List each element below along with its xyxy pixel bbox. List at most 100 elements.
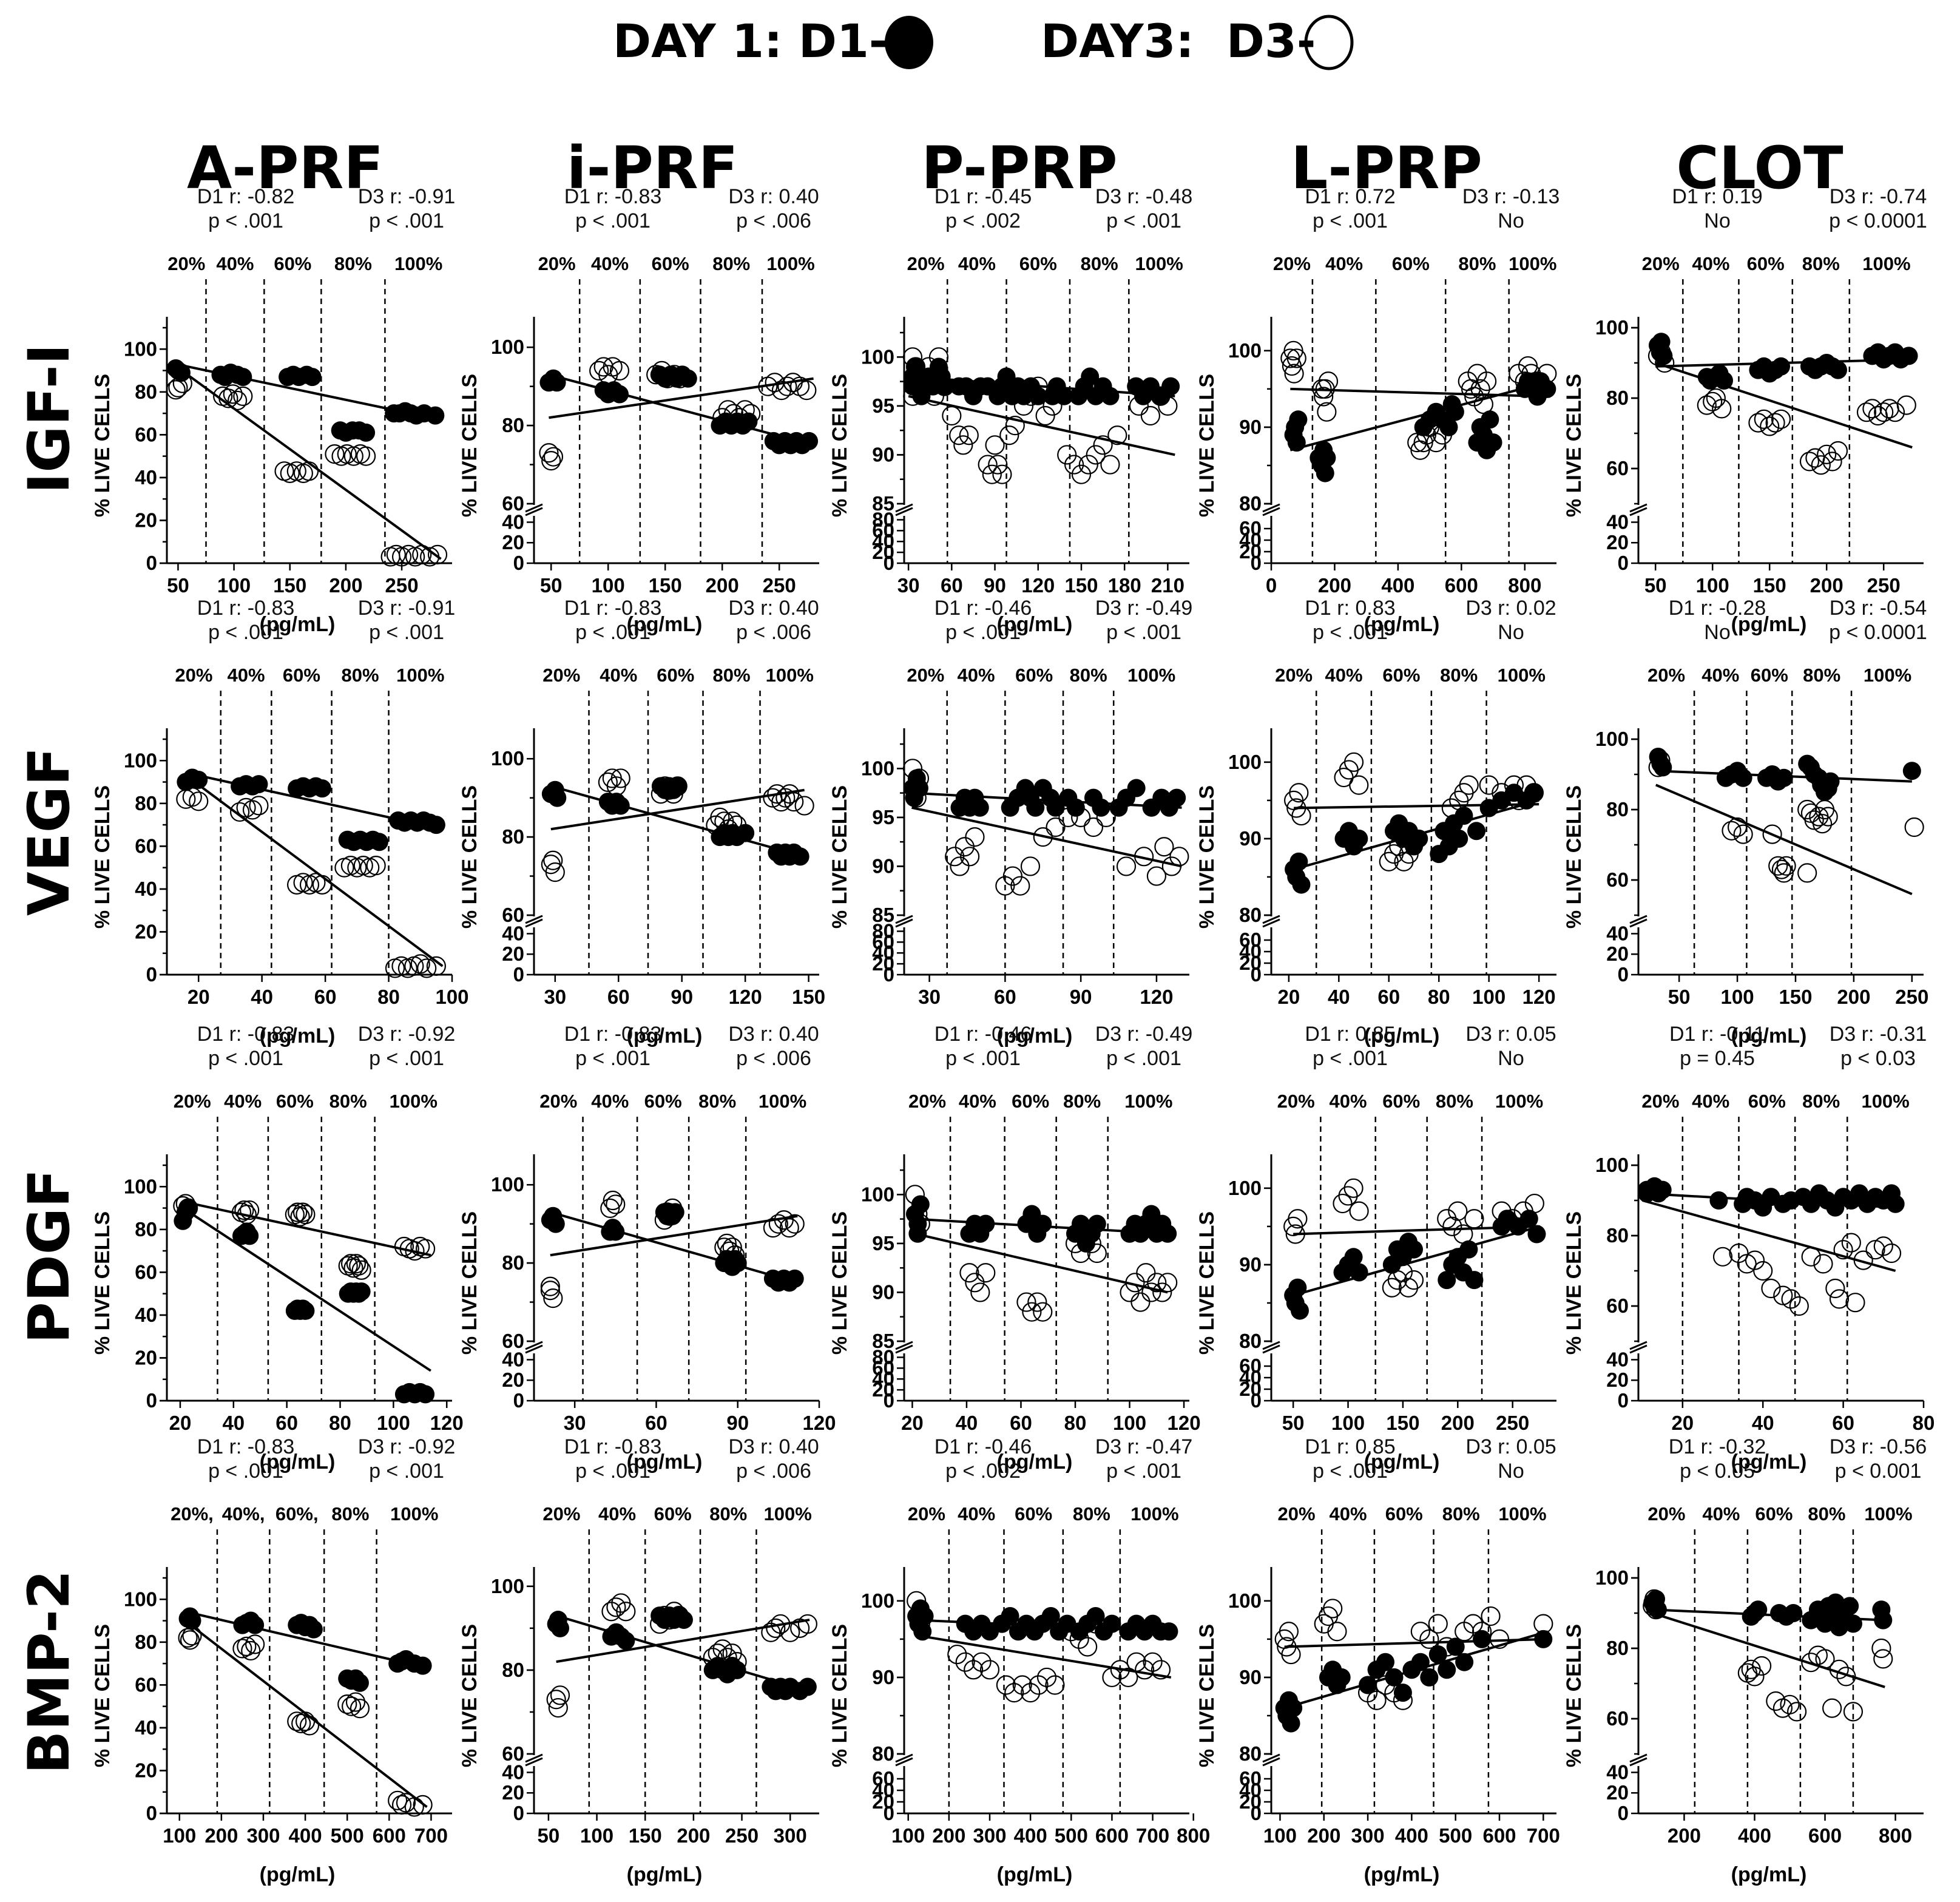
y-tick-label: 100 xyxy=(1228,1177,1262,1199)
x-tick-label: 200 xyxy=(329,574,362,597)
point-d3 xyxy=(180,1630,200,1650)
point-d3 xyxy=(404,1797,424,1817)
stat-d1-p: No xyxy=(1704,621,1730,644)
point-d1 xyxy=(1289,852,1308,871)
point-d1 xyxy=(1821,772,1840,791)
point-d3 xyxy=(291,1713,311,1733)
point-d1 xyxy=(1902,762,1921,780)
point-d3 xyxy=(1318,371,1339,391)
bin-label: 60% xyxy=(1385,1503,1423,1525)
x-tick-label: 600 xyxy=(1482,1824,1516,1847)
y-tick-label: 40 xyxy=(135,1304,157,1326)
x-tick-label: 700 xyxy=(1136,1824,1169,1847)
point-d3 xyxy=(405,1240,425,1261)
point-d1 xyxy=(350,1673,369,1692)
y-tick-label: 40 xyxy=(135,466,157,489)
stat-d1-r: D1 r: -0.83 xyxy=(197,1023,295,1046)
point-d3 xyxy=(985,435,1005,455)
point-d1 xyxy=(1438,1660,1456,1679)
stat-d1-p: p < .001 xyxy=(575,1047,651,1070)
x-axis-label: (pg/mL) xyxy=(260,1024,336,1047)
point-d1 xyxy=(1450,829,1468,848)
point-d3 xyxy=(950,856,970,876)
point-d1 xyxy=(357,423,376,442)
point-d1 xyxy=(1709,1191,1728,1210)
point-d1 xyxy=(1899,347,1918,365)
y-tick-label-lower: 0 xyxy=(1251,1389,1262,1412)
bin-label: 40% xyxy=(591,1091,629,1112)
axis-break-mark xyxy=(1262,507,1280,516)
point-d1 xyxy=(1455,1653,1474,1671)
stat-d3-p: p < 0.0001 xyxy=(1829,209,1927,232)
bin-label: 100% xyxy=(1862,253,1910,274)
x-tick-label: 50 xyxy=(167,574,189,597)
fit-line-d3 xyxy=(1655,783,1913,896)
axis-break-mark xyxy=(895,915,913,924)
stat-d1-r: D1 r: -0.83 xyxy=(197,597,295,620)
y-tick-label: 95 xyxy=(872,1232,894,1254)
stat-d3-p: p < .006 xyxy=(736,209,811,232)
point-d3 xyxy=(1804,810,1824,830)
bin-label: 60% xyxy=(1382,665,1420,686)
y-axis-label: % LIVE CELLS xyxy=(458,785,481,929)
x-axis-label: (pg/mL) xyxy=(627,613,703,636)
point-d3 xyxy=(1737,1254,1757,1274)
point-d3 xyxy=(241,1640,261,1661)
fit-line-d1 xyxy=(188,1611,427,1670)
y-tick-label: 90 xyxy=(872,1666,894,1688)
y-tick-label: 100 xyxy=(1595,1566,1629,1589)
point-d3 xyxy=(1033,1302,1053,1322)
y-tick-label: 40 xyxy=(135,878,157,900)
y-tick-label-lower: 40 xyxy=(872,1779,894,1801)
point-d3 xyxy=(342,1696,362,1716)
point-d3 xyxy=(412,544,432,564)
row-label-vegf: VEGF xyxy=(16,747,83,916)
point-d3 xyxy=(1822,452,1842,472)
point-d3 xyxy=(1464,1209,1484,1229)
bin-label: 60% xyxy=(652,253,689,274)
bin-label: 20% xyxy=(542,1503,580,1525)
bin-label: 80% xyxy=(331,1503,369,1525)
y-tick-label: 60 xyxy=(502,1742,524,1765)
y-axis-label: % LIVE CELLS xyxy=(1563,1211,1586,1355)
stat-d3-p: p < .006 xyxy=(736,1460,811,1483)
x-tick-label: 60 xyxy=(1377,986,1400,1008)
stat-d3-r: D3 r: -0.48 xyxy=(1095,185,1193,208)
point-d1 xyxy=(913,1622,932,1641)
point-d3 xyxy=(1771,409,1791,429)
point-d3 xyxy=(391,1795,412,1815)
x-tick-label: 20 xyxy=(901,1412,924,1434)
axis-break-mark xyxy=(895,918,913,928)
axis-break-mark xyxy=(1629,1757,1647,1767)
y-tick-label: 100 xyxy=(124,1588,157,1610)
x-tick-label: 100 xyxy=(1331,1412,1365,1434)
point-d1 xyxy=(548,788,567,807)
y-tick-label: 80 xyxy=(502,414,524,436)
point-d3 xyxy=(1314,387,1334,407)
point-d3 xyxy=(427,544,448,564)
x-axis-label: (pg/mL) xyxy=(627,1450,703,1474)
stat-d3-r: D3 r: -0.54 xyxy=(1830,597,1927,620)
point-d3 xyxy=(1093,435,1113,455)
stat-d1-r: D1 r: -0.83 xyxy=(564,597,662,620)
bin-label: 80% xyxy=(698,1091,736,1112)
point-d3 xyxy=(1797,799,1817,820)
y-tick-label-lower: 40 xyxy=(502,1761,524,1783)
point-d3 xyxy=(1281,1644,1301,1665)
point-d3 xyxy=(1428,1614,1448,1634)
stat-d3-r: D3 r: -0.92 xyxy=(358,1435,456,1458)
point-d3 xyxy=(1712,1247,1733,1267)
bin-label: 20%, xyxy=(171,1503,214,1525)
point-d3 xyxy=(606,1597,626,1617)
y-tick-label: 20 xyxy=(135,920,157,943)
point-d1 xyxy=(352,1282,371,1301)
stat-d1-r: D1 r: -0.46 xyxy=(934,597,1032,620)
x-tick-label: 800 xyxy=(1177,1824,1210,1847)
y-tick-label: 80 xyxy=(1606,1224,1629,1247)
bin-label: 40% xyxy=(1325,253,1363,274)
y-tick-label-lower: 20 xyxy=(872,1790,894,1813)
y-tick-label: 100 xyxy=(1595,316,1629,339)
point-d3 xyxy=(1317,402,1337,422)
